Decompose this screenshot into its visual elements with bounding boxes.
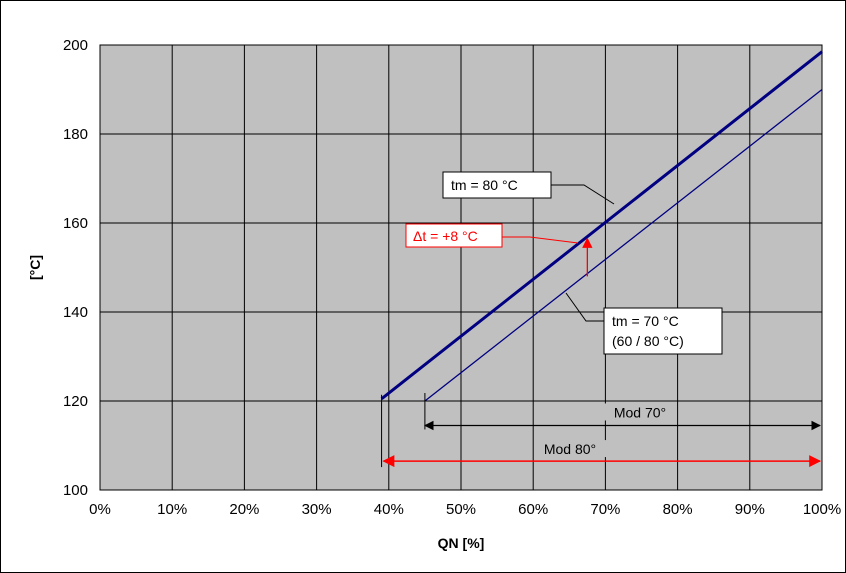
x-tick-label: 20% (229, 501, 259, 518)
x-tick-label: 100% (803, 501, 841, 518)
tm70-callout-line1: tm = 70 °C (612, 313, 679, 329)
x-tick-label: 30% (302, 501, 332, 518)
tick-labels: 0% 10% 20% 30% 40% 50% 60% 70% 80% 90% 100% 100 120 1… (63, 37, 841, 518)
tm80-callout-text: tm = 80 °C (451, 177, 518, 193)
y-tick-label: 200 (63, 37, 88, 54)
tm80-leader-line (551, 184, 615, 205)
tm80-callout-box (442, 171, 552, 199)
tm70-leader-line (565, 292, 604, 322)
y-axis-title: [°C] (27, 255, 43, 280)
y-tick-label: 100 (63, 482, 88, 499)
delta-callout-box (405, 223, 503, 248)
tm70-callout-box (603, 307, 723, 355)
x-tick-label: 80% (663, 501, 693, 518)
x-tick-label: 60% (518, 501, 548, 518)
tm70-callout-line2: (60 / 80 °C) (612, 333, 684, 349)
x-tick-label: 40% (374, 501, 404, 518)
x-tick-label: 70% (590, 501, 620, 518)
series-line-tm70 (424, 88, 823, 402)
x-tick-label: 10% (157, 501, 187, 518)
x-tick-label: 90% (735, 501, 765, 518)
x-axis-title: QN [%] (438, 535, 485, 551)
x-tick-label: 50% (446, 501, 476, 518)
series-line-tm80 (380, 50, 823, 400)
y-tick-label: 140 (63, 304, 88, 321)
mod70-label-box (604, 403, 676, 421)
mod80-label-box (534, 440, 606, 458)
delta-callout-text: Δt = +8 °C (413, 228, 478, 244)
y-tick-label: 120 (63, 393, 88, 410)
delta-leader-line (502, 236, 579, 244)
mod80-label: Mod 80° (544, 441, 596, 457)
x-tick-label: 0% (89, 501, 111, 518)
y-tick-label: 180 (63, 126, 88, 143)
y-tick-label: 160 (63, 215, 88, 232)
mod70-label: Mod 70° (614, 404, 666, 420)
